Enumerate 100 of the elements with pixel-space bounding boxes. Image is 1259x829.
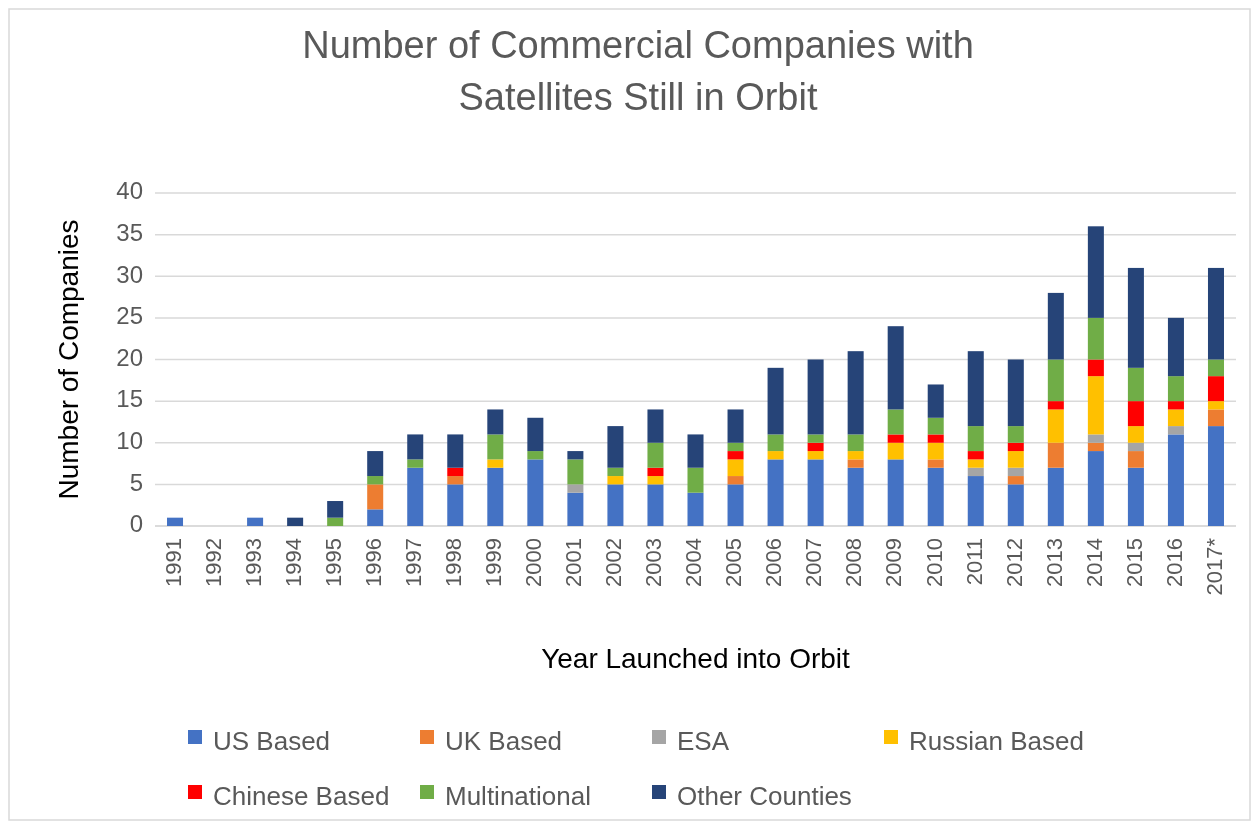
bar (847, 467, 864, 526)
bar (1207, 401, 1224, 410)
bar (487, 467, 504, 526)
x-tick-label: 2006 (761, 538, 787, 587)
y-tick-label: 30 (116, 260, 143, 288)
bar (1207, 426, 1224, 526)
y-tick-label: 10 (116, 427, 143, 455)
y-tick-label: 0 (129, 510, 143, 538)
bar (487, 434, 504, 460)
bar (927, 459, 944, 468)
bar (1127, 401, 1144, 427)
bar (727, 442, 744, 452)
bar (887, 409, 904, 435)
x-tick-label: 2002 (601, 538, 627, 587)
bar (407, 434, 424, 460)
bar (1047, 401, 1064, 410)
bar (807, 434, 824, 443)
bar (567, 484, 584, 493)
bar (447, 476, 464, 485)
bar (807, 451, 824, 460)
bar (527, 451, 544, 460)
bar (1167, 434, 1184, 526)
bar (1007, 359, 1024, 427)
bar (567, 459, 584, 485)
bar (967, 426, 984, 452)
bar (1127, 367, 1144, 402)
bar (647, 484, 664, 526)
bar (1047, 359, 1064, 402)
bar (1087, 359, 1104, 377)
x-tick-label: 1998 (441, 538, 467, 587)
legend-label: UK Based (445, 725, 563, 756)
bar (367, 509, 384, 526)
x-tick-label: 2016 (1161, 538, 1187, 587)
bar (1007, 451, 1024, 468)
x-tick-label: 2008 (841, 538, 867, 587)
x-tick-label: 1999 (481, 538, 507, 587)
bar (727, 409, 744, 443)
bar (1087, 451, 1104, 526)
legend-label: ESA (677, 725, 730, 756)
bar (1007, 476, 1024, 485)
bar (567, 451, 584, 460)
bar (887, 442, 904, 460)
bar (1127, 467, 1144, 526)
bar (847, 434, 864, 452)
bar (967, 467, 984, 477)
bar (847, 459, 864, 468)
bar (967, 451, 984, 460)
bar (887, 434, 904, 443)
bar (1047, 442, 1064, 468)
bar (1167, 409, 1184, 427)
bar (807, 359, 824, 435)
bar (767, 434, 784, 452)
bar (1167, 426, 1184, 435)
x-tick-label: 2004 (681, 538, 707, 587)
bar (807, 459, 824, 526)
bar (1087, 317, 1104, 360)
x-tick-label: 1993 (240, 538, 266, 587)
bar (727, 459, 744, 477)
bar (327, 501, 344, 518)
bar (607, 426, 624, 468)
bar (447, 467, 464, 477)
bar (407, 467, 424, 526)
bar (727, 451, 744, 460)
bar (1047, 409, 1064, 443)
y-tick-label: 15 (116, 385, 143, 413)
x-tick-label: 2017* (1201, 537, 1227, 596)
y-tick-label: 40 (116, 177, 143, 205)
bar (927, 417, 944, 435)
bar (367, 451, 384, 477)
bar (887, 459, 904, 526)
bar (1087, 442, 1104, 452)
bar (727, 484, 744, 526)
bar (967, 476, 984, 526)
x-tick-label: 1992 (200, 538, 226, 587)
bar (487, 409, 504, 435)
x-tick-label: 2000 (521, 538, 547, 587)
x-tick-label: 1994 (280, 538, 306, 587)
legend-label: Multinational (445, 780, 591, 811)
bar (687, 467, 704, 493)
bar (687, 492, 704, 526)
bar (967, 459, 984, 468)
bar (1127, 267, 1144, 368)
x-tick-label: 2005 (721, 538, 747, 587)
x-tick-label: 2011 (961, 538, 987, 586)
bar (1207, 267, 1224, 360)
bar (927, 434, 944, 443)
chart-title: Number of Commercial Companies with Satellites Still in Orbit (302, 24, 974, 118)
bar (1087, 376, 1104, 435)
bar (1007, 467, 1024, 477)
x-tick-label: 2001 (561, 538, 587, 587)
bar (527, 459, 544, 526)
y-tick-label: 5 (129, 468, 143, 496)
bar (1167, 401, 1184, 410)
legend-label: Chinese Based (213, 780, 390, 811)
bar (1007, 426, 1024, 443)
bar (607, 476, 624, 485)
bar (687, 434, 704, 468)
x-tick-label: 2009 (881, 538, 907, 587)
bar (567, 492, 584, 526)
x-tick-label: 2007 (801, 538, 827, 587)
